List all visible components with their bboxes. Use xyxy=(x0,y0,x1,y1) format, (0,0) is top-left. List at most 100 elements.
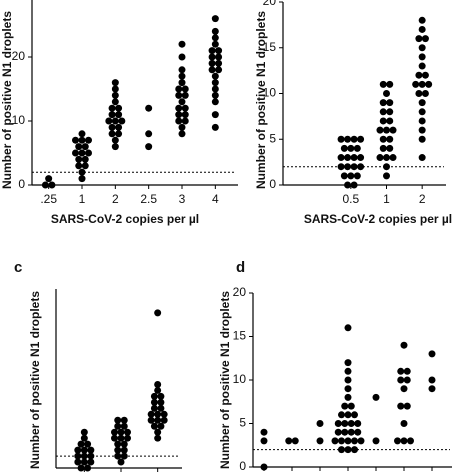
data-point xyxy=(383,172,390,180)
y-tick-label: 15 xyxy=(233,329,247,343)
data-point xyxy=(379,135,387,143)
data-point xyxy=(80,446,88,454)
data-point xyxy=(344,446,352,454)
y-tick-label: 10 xyxy=(12,113,26,127)
data-point xyxy=(211,98,219,106)
y-tick-label: 0 xyxy=(269,177,276,191)
data-point xyxy=(357,437,365,445)
data-point xyxy=(400,437,408,445)
x-tick-label: .25 xyxy=(40,192,57,206)
data-point xyxy=(337,135,345,143)
data-point xyxy=(347,402,355,410)
data-point xyxy=(215,66,223,74)
data-point xyxy=(418,154,426,162)
data-point xyxy=(111,117,119,125)
data-point xyxy=(120,422,128,430)
x-tick-label: 4 xyxy=(212,192,219,206)
data-point xyxy=(415,90,423,97)
data-point xyxy=(41,181,49,189)
data-point xyxy=(154,309,162,317)
data-point xyxy=(175,117,183,125)
data-point xyxy=(175,111,183,119)
data-point xyxy=(114,440,122,448)
data-point xyxy=(124,434,131,442)
data-point xyxy=(357,135,365,143)
data-point xyxy=(316,437,324,445)
data-point xyxy=(407,437,414,445)
data-point xyxy=(80,452,88,460)
x-tick-label: 0.5 xyxy=(342,192,359,206)
data-point xyxy=(178,79,186,87)
data-point xyxy=(208,53,216,61)
data-point xyxy=(418,80,426,88)
data-point xyxy=(211,79,219,87)
data-point xyxy=(74,458,82,466)
data-point xyxy=(75,162,83,170)
data-point xyxy=(208,59,216,67)
data-point xyxy=(108,123,116,131)
data-point xyxy=(389,154,397,162)
data-point xyxy=(124,428,131,436)
data-point xyxy=(181,85,189,93)
data-point xyxy=(157,398,165,406)
data-point xyxy=(418,25,426,33)
data-point xyxy=(400,341,408,349)
data-point xyxy=(78,130,86,138)
data-point xyxy=(84,440,92,448)
data-point xyxy=(74,446,82,454)
data-point xyxy=(403,367,411,375)
data-point xyxy=(74,452,82,460)
data-point xyxy=(260,437,268,445)
data-point xyxy=(114,416,122,424)
data-point xyxy=(421,71,429,79)
data-point xyxy=(78,175,86,183)
data-point xyxy=(418,117,426,125)
data-point xyxy=(400,420,408,427)
data-point xyxy=(78,149,86,157)
data-point xyxy=(338,446,345,454)
data-point xyxy=(160,416,168,424)
data-point xyxy=(337,163,345,171)
data-point xyxy=(403,376,411,384)
data-point xyxy=(108,104,116,112)
data-point xyxy=(372,393,380,401)
data-point xyxy=(347,420,355,427)
data-point xyxy=(386,135,394,143)
data-point xyxy=(316,420,324,427)
data-point xyxy=(344,359,352,367)
data-point xyxy=(415,71,423,79)
data-point xyxy=(415,35,423,43)
data-point xyxy=(178,53,186,61)
data-point xyxy=(48,181,56,189)
data-point xyxy=(341,420,349,427)
data-point xyxy=(344,163,352,171)
data-point xyxy=(383,154,390,162)
data-point xyxy=(389,126,397,134)
data-point xyxy=(111,136,119,144)
data-point xyxy=(428,350,436,358)
data-point xyxy=(383,90,390,97)
data-point xyxy=(115,111,123,119)
x-tick-label: 2 xyxy=(419,192,426,206)
data-point xyxy=(150,398,158,406)
data-point xyxy=(111,79,119,87)
data-point xyxy=(347,172,355,180)
data-point xyxy=(108,130,116,138)
data-point xyxy=(147,416,155,424)
y-tick-label: 20 xyxy=(233,285,247,299)
y-tick-label: 0 xyxy=(18,177,25,191)
data-point xyxy=(341,402,349,410)
data-point xyxy=(150,422,158,430)
data-point xyxy=(350,154,358,162)
data-point xyxy=(357,163,365,171)
data-point xyxy=(400,385,408,393)
data-point xyxy=(376,154,384,162)
data-point xyxy=(175,91,183,99)
data-point xyxy=(145,143,153,151)
data-point xyxy=(386,108,394,116)
data-point xyxy=(418,108,426,116)
y-axis-label: Number of positive N1 droplets xyxy=(0,11,14,189)
data-point xyxy=(111,91,119,99)
data-point xyxy=(211,27,219,35)
